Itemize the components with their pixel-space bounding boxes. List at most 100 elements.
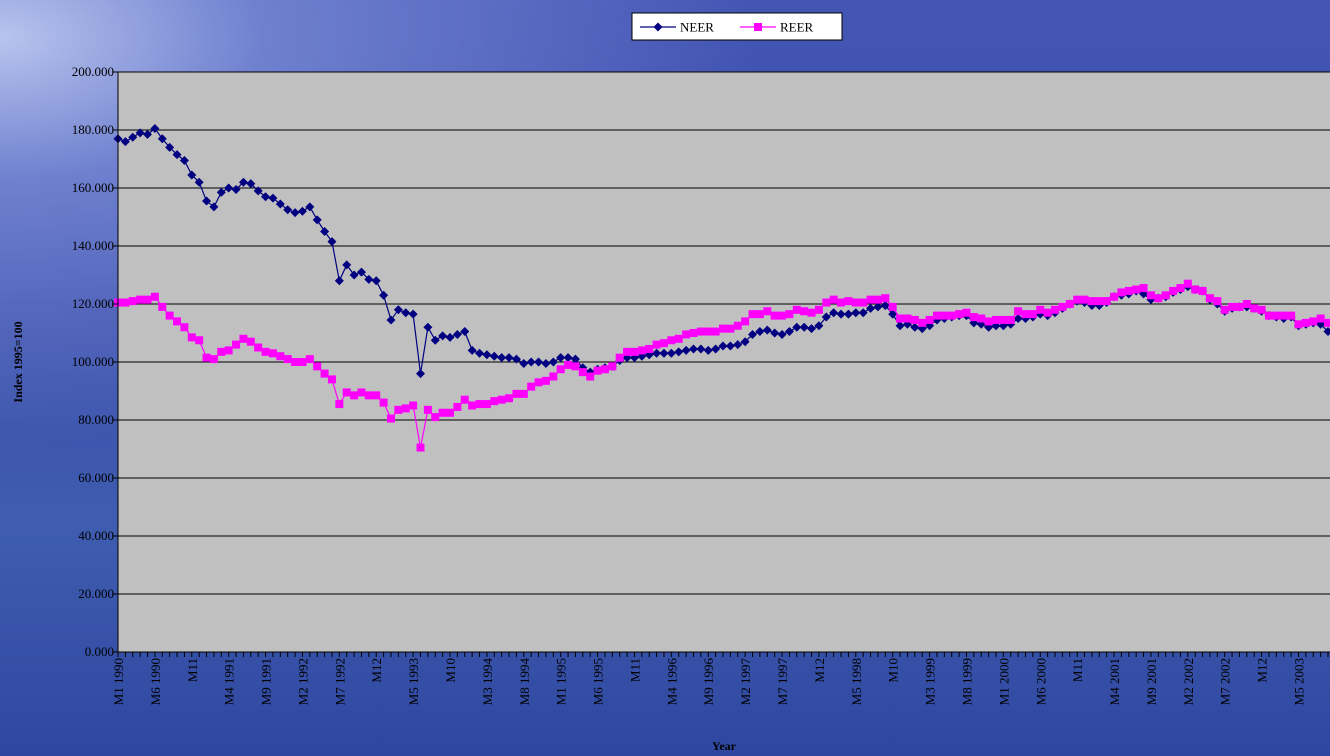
- data-point: [290, 208, 300, 218]
- data-point: [792, 322, 802, 332]
- data-point: [1198, 286, 1207, 295]
- x-tick-label: M3 1999: [923, 658, 938, 705]
- data-point: [504, 353, 514, 363]
- data-point: [232, 340, 241, 349]
- data-point: [121, 298, 130, 307]
- data-point: [423, 322, 433, 332]
- data-point: [224, 183, 234, 193]
- data-point: [888, 302, 897, 311]
- data-point: [1235, 302, 1244, 311]
- data-point: [800, 307, 809, 316]
- x-tick-label: M12: [812, 658, 827, 683]
- data-point: [1014, 307, 1023, 316]
- data-point: [851, 308, 861, 318]
- data-point: [843, 309, 853, 319]
- data-point: [1169, 286, 1178, 295]
- x-tick-label: M7 2002: [1218, 658, 1233, 705]
- data-point: [659, 339, 668, 348]
- data-point: [888, 309, 898, 319]
- data-point: [1132, 285, 1141, 294]
- data-point: [209, 202, 219, 212]
- data-point: [1028, 310, 1037, 319]
- legend-label: NEER: [680, 20, 714, 35]
- data-point: [231, 184, 241, 194]
- data-point: [1250, 304, 1259, 313]
- data-point: [999, 315, 1008, 324]
- data-point: [275, 199, 285, 209]
- data-point: [1213, 297, 1222, 306]
- data-point: [172, 150, 182, 160]
- data-point: [135, 128, 145, 138]
- data-point: [1043, 308, 1052, 317]
- data-point: [844, 297, 853, 306]
- data-point: [194, 177, 204, 187]
- data-point: [452, 329, 462, 339]
- data-point: [342, 388, 351, 397]
- data-point: [453, 402, 462, 411]
- data-point: [224, 346, 233, 355]
- x-tick-label: M2 1992: [295, 658, 310, 705]
- data-point: [534, 357, 544, 367]
- data-point: [482, 350, 492, 360]
- data-point: [726, 324, 735, 333]
- y-tick-label: 60.000: [78, 470, 114, 485]
- data-point: [482, 400, 491, 409]
- data-point: [320, 369, 329, 378]
- data-point: [356, 267, 366, 277]
- data-point: [836, 309, 846, 319]
- data-point: [556, 365, 565, 374]
- data-point: [814, 321, 824, 331]
- data-point: [276, 352, 285, 361]
- data-point: [416, 443, 425, 452]
- x-tick-label: M4 1991: [222, 658, 237, 705]
- data-point: [681, 345, 691, 355]
- data-point: [394, 405, 403, 414]
- data-point: [150, 292, 159, 301]
- data-point: [1183, 279, 1192, 288]
- data-point: [357, 388, 366, 397]
- data-point: [881, 294, 890, 303]
- data-point: [1301, 318, 1310, 327]
- data-point: [305, 355, 314, 364]
- data-point: [1272, 311, 1281, 320]
- data-point: [696, 327, 705, 336]
- y-axis-title: Index 1995=100: [11, 321, 25, 402]
- data-point: [335, 400, 344, 409]
- x-tick-label: M9 1991: [259, 658, 274, 705]
- data-point: [497, 395, 506, 404]
- data-point: [1139, 284, 1148, 293]
- x-tick-label: M6 2000: [1033, 658, 1048, 705]
- data-point: [179, 155, 189, 165]
- data-point: [1013, 314, 1023, 323]
- data-point: [880, 300, 890, 310]
- data-point: [947, 311, 956, 320]
- data-point: [401, 404, 410, 413]
- data-point: [755, 310, 764, 319]
- legend-marker: [754, 23, 762, 31]
- data-point: [379, 290, 389, 300]
- x-tick-label: M10: [443, 658, 458, 683]
- data-point: [527, 382, 536, 391]
- x-tick-label: M4 1996: [664, 658, 679, 706]
- data-point: [261, 192, 271, 202]
- data-point: [239, 334, 248, 343]
- data-point: [586, 372, 595, 381]
- data-point: [268, 349, 277, 358]
- data-point: [202, 353, 211, 362]
- data-point: [1205, 294, 1214, 303]
- data-point: [505, 394, 514, 403]
- data-point: [364, 274, 374, 284]
- x-tick-label: M8 1999: [959, 658, 974, 705]
- data-point: [460, 327, 470, 337]
- data-point: [180, 323, 189, 332]
- data-point: [393, 305, 403, 315]
- data-point: [1021, 310, 1030, 319]
- data-point: [209, 355, 218, 364]
- x-tick-label: M7 1997: [775, 658, 790, 706]
- data-point: [541, 358, 551, 368]
- data-point: [1146, 291, 1155, 300]
- x-axis-title: Year: [712, 739, 737, 753]
- y-tick-label: 160.000: [72, 180, 114, 195]
- data-point: [866, 295, 875, 304]
